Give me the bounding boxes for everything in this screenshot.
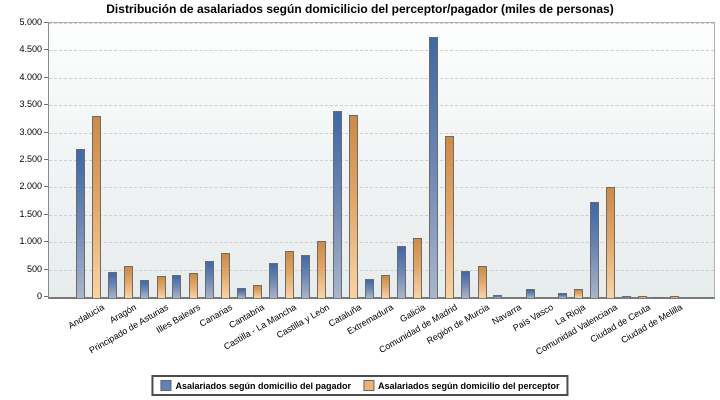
bar-perceptor <box>413 238 423 298</box>
y-tick-mark <box>44 104 48 106</box>
gridline <box>49 132 714 134</box>
bar-perceptor <box>381 275 391 298</box>
bar-perceptor <box>317 241 326 298</box>
legend-swatch-perceptor <box>363 380 374 391</box>
bar-pagador <box>268 263 278 298</box>
y-tick-label: 3.500 <box>19 99 42 110</box>
bar-pagador <box>397 246 407 298</box>
bar-pagador <box>493 295 503 298</box>
bar-pagador <box>108 272 118 298</box>
bar-perceptor <box>573 289 583 298</box>
bar-pagador <box>204 261 214 298</box>
bar-perceptor <box>252 285 262 298</box>
y-tick-label: 1.000 <box>19 236 42 247</box>
y-tick-mark <box>44 186 48 188</box>
gridline <box>49 187 714 189</box>
bar-perceptor <box>670 296 680 298</box>
y-tick-label: 2.000 <box>19 181 42 192</box>
y-tick-label: 3.000 <box>19 126 42 137</box>
y-tick-label: 4.500 <box>19 44 42 55</box>
bar-pagador <box>557 293 567 298</box>
bar-perceptor <box>92 116 102 298</box>
y-tick-mark <box>44 159 48 160</box>
y-tick-mark <box>44 131 48 133</box>
bar-perceptor <box>124 266 134 298</box>
bar-pagador <box>525 289 535 298</box>
bar-pagador <box>365 279 374 298</box>
gridline <box>49 160 714 161</box>
bar-pagador <box>653 297 663 298</box>
bar-pagador <box>621 296 631 298</box>
y-tick-mark <box>44 213 48 215</box>
bar-perceptor <box>349 115 359 298</box>
legend: Asalariados según domicilio del pagador … <box>151 375 569 396</box>
bar-pagador <box>236 288 246 298</box>
y-tick-label: 0 <box>36 291 42 301</box>
bar-pagador <box>461 271 471 298</box>
legend-swatch-pagador <box>160 380 172 391</box>
bar-perceptor <box>284 251 294 298</box>
y-tick-mark <box>44 241 48 243</box>
gridline <box>49 23 714 24</box>
legend-item-perceptor: Asalariados según domicilio del percepto… <box>363 380 560 391</box>
y-tick-mark <box>44 49 48 51</box>
y-tick-label: 4.000 <box>19 71 42 82</box>
y-tick-mark <box>44 76 48 78</box>
bar-perceptor <box>156 276 166 298</box>
legend-label-perceptor: Asalariados según domicilio del percepto… <box>378 380 560 391</box>
gridline <box>49 269 714 271</box>
bar-pagador <box>332 111 342 298</box>
bar-pagador <box>76 149 86 298</box>
bar-perceptor <box>188 273 198 298</box>
chart-title: Distribución de asalariados según domici… <box>106 2 614 16</box>
bar-pagador <box>172 275 182 298</box>
gridline <box>49 214 714 216</box>
legend-label-pagador: Asalariados según domicilio del pagador <box>175 380 351 391</box>
gridline <box>49 242 714 244</box>
bar-pagador <box>589 202 599 298</box>
y-tick-label: 500 <box>26 263 42 274</box>
bar-pagador <box>300 255 310 298</box>
plot-area <box>48 22 715 299</box>
y-tick-mark <box>44 268 48 270</box>
y-tick-label: 2.500 <box>19 154 42 164</box>
bar-perceptor <box>220 253 230 298</box>
bar-perceptor <box>477 266 487 298</box>
legend-item-pagador: Asalariados según domicilio del pagador <box>160 380 351 391</box>
bar-pagador <box>140 280 150 298</box>
y-tick-label: 5.000 <box>19 17 42 27</box>
bar-perceptor <box>445 136 455 298</box>
bar-pagador <box>429 37 439 298</box>
bar-perceptor <box>605 187 615 298</box>
y-tick-mark <box>44 22 48 23</box>
y-tick-label: 1.500 <box>19 208 42 219</box>
gridline <box>49 77 714 79</box>
gridline <box>49 105 714 107</box>
y-tick-mark <box>44 296 48 297</box>
gridline <box>49 50 714 52</box>
bar-perceptor <box>638 296 647 298</box>
